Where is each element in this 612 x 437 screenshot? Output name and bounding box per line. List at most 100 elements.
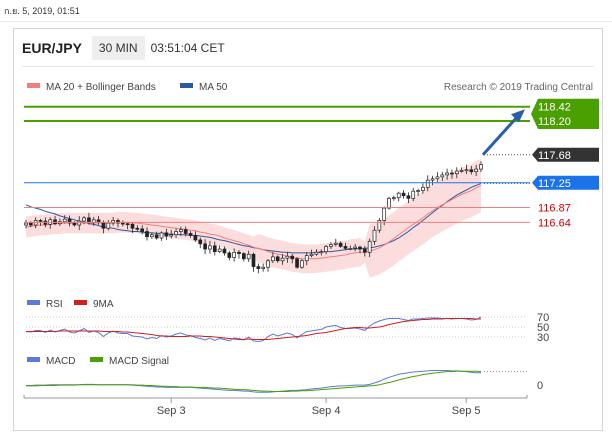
candle-body	[406, 195, 411, 199]
instrument-name: EUR/JPY	[22, 40, 82, 56]
candle	[67, 215, 72, 227]
candle-body	[300, 260, 304, 268]
candle-body	[256, 266, 261, 269]
candle	[425, 175, 430, 192]
candle-body	[222, 248, 227, 254]
candle-body	[338, 242, 343, 247]
candle-body	[183, 229, 188, 234]
candle	[479, 161, 483, 173]
pivot-label: 117.25	[538, 178, 571, 190]
candle-body	[382, 207, 387, 221]
candle-body	[459, 170, 464, 172]
candle-body	[62, 218, 67, 223]
candle	[401, 190, 406, 199]
candle	[300, 259, 304, 269]
candle	[106, 220, 111, 231]
candle	[266, 258, 270, 272]
candle-body	[445, 172, 449, 176]
candle-body	[246, 253, 251, 260]
candle	[24, 219, 28, 229]
candle-body	[372, 229, 377, 242]
candle-body	[377, 220, 382, 231]
candle	[159, 231, 164, 241]
candle	[251, 252, 256, 272]
candle-body	[164, 232, 169, 237]
candle-body	[188, 233, 193, 236]
candle-body	[24, 222, 28, 226]
candle	[358, 245, 362, 254]
x-tick-label: Sep 3	[157, 405, 186, 417]
candle-body	[53, 219, 57, 225]
ma20-legend-swatch	[27, 83, 40, 88]
candle	[203, 239, 207, 255]
candle-body	[479, 164, 483, 170]
macd-tick-label: 0	[537, 380, 543, 392]
candle	[145, 227, 149, 241]
forecast-arrow-shaft	[481, 117, 518, 156]
rsi-legend-swatch	[27, 300, 40, 305]
header-divider	[22, 66, 594, 67]
candle	[459, 167, 464, 173]
candle-body	[450, 172, 454, 175]
rsi-ma-legend-swatch	[74, 300, 87, 305]
chart-header: EUR/JPY 30 MIN 03:51:04 CET	[22, 35, 225, 61]
candle	[396, 191, 401, 202]
target-label: 118.20	[538, 116, 571, 128]
macd-plot: 0	[26, 370, 543, 393]
candle-body	[430, 178, 435, 181]
candle	[227, 250, 232, 261]
candle	[154, 231, 159, 240]
price-levels: 117.68 117.25 116.87 116.64 118.42 118.20	[24, 98, 599, 229]
macd-line	[26, 370, 481, 393]
candle-body	[266, 260, 270, 268]
price-plot	[24, 158, 483, 278]
macd-signal-line	[26, 370, 482, 392]
candle-body	[275, 256, 280, 262]
candle	[319, 249, 324, 256]
rsi-line	[25, 316, 482, 343]
candle	[193, 231, 198, 242]
candle-body	[425, 179, 430, 188]
candle-body	[304, 255, 309, 262]
candle	[135, 225, 140, 232]
candle-body	[159, 232, 164, 239]
candle-body	[464, 169, 469, 172]
candle	[130, 222, 135, 233]
candle-body	[319, 251, 324, 253]
candle-body	[203, 243, 207, 250]
candle-body	[367, 240, 372, 253]
candle	[183, 226, 188, 237]
candle-body	[440, 174, 445, 178]
x-tick-label: Sep 5	[452, 405, 481, 417]
candle-body	[251, 253, 256, 267]
candle-body	[280, 257, 285, 262]
candle-body	[140, 228, 145, 232]
support-label: 116.64	[538, 217, 571, 229]
macd-legend-swatch	[27, 357, 40, 362]
rsi-legend: RSI 9MA	[27, 299, 114, 310]
candle-body	[28, 222, 33, 226]
candle-body	[353, 246, 357, 249]
candle-body	[343, 246, 348, 249]
candle	[377, 218, 382, 233]
candle	[362, 245, 367, 257]
candle	[309, 249, 314, 258]
candle	[324, 244, 328, 255]
candle	[174, 228, 178, 238]
candle-body	[174, 231, 178, 236]
pivot-tag	[532, 175, 599, 190]
candle-body	[416, 190, 420, 192]
candle-body	[130, 224, 135, 229]
rsi-tick-label: 50	[537, 322, 549, 334]
candle	[256, 263, 261, 274]
candle	[120, 220, 125, 227]
current-price-label: 117.68	[538, 150, 571, 162]
candle	[416, 188, 420, 197]
time-axis: Sep 3 Sep 4 Sep 5	[23, 395, 528, 417]
candle	[275, 255, 280, 263]
rsi-ma-legend-label: 9MA	[93, 299, 114, 310]
timeframe-badge[interactable]: 30 MIN	[91, 36, 145, 60]
candle-body	[237, 251, 241, 254]
candle	[372, 226, 377, 246]
